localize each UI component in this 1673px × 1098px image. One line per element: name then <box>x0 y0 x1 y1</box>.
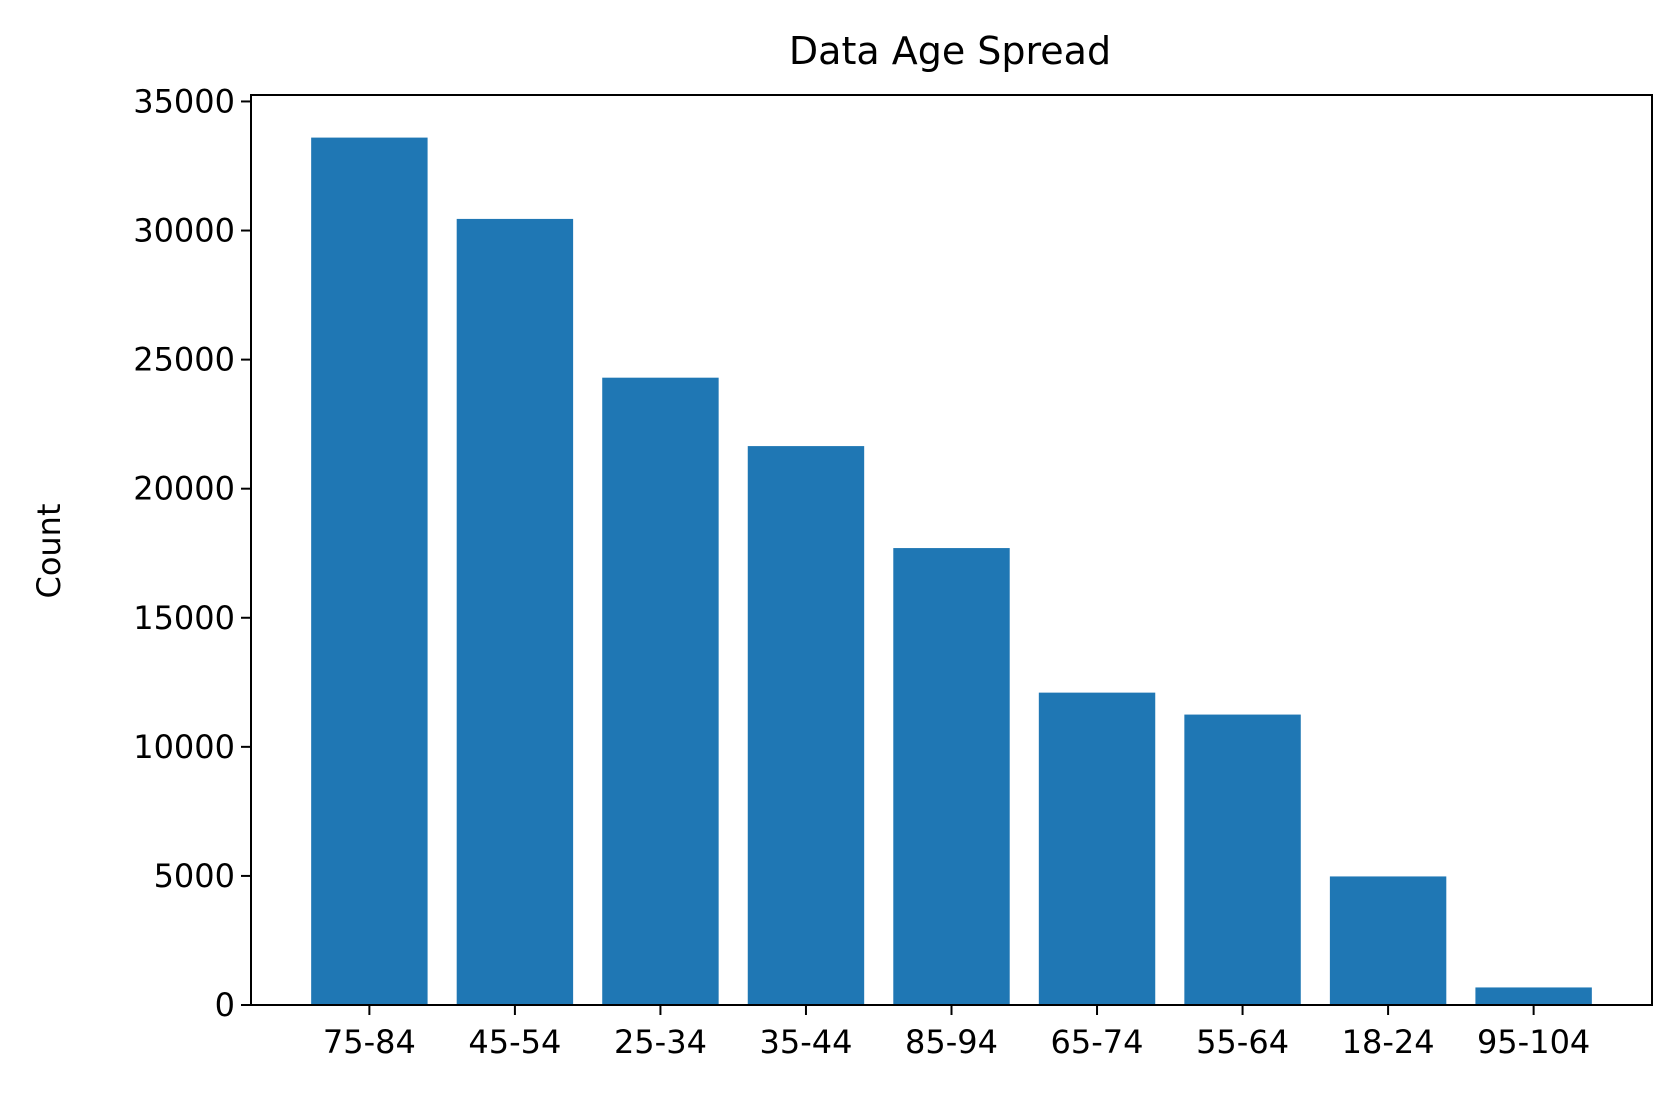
x-tick-label: 55-64 <box>1196 1023 1289 1061</box>
y-axis-label: Count <box>30 503 68 598</box>
y-tick-label: 0 <box>215 986 235 1024</box>
y-tick-label: 15000 <box>133 599 235 637</box>
bar-55-64 <box>1184 714 1301 1005</box>
y-axis-ticks: 0 5000 10000 15000 20000 25000 30000 35000 <box>133 82 251 1024</box>
x-tick-label: 75-84 <box>323 1023 416 1061</box>
bar-65-74 <box>1038 692 1156 1005</box>
bar-25-34 <box>602 377 719 1005</box>
x-tick-label: 95-104 <box>1477 1023 1590 1061</box>
x-tick-label: 45-54 <box>468 1023 561 1061</box>
y-tick-label: 35000 <box>133 82 235 120</box>
x-tick-label: 25-34 <box>614 1023 707 1061</box>
x-tick-label: 85-94 <box>905 1023 998 1061</box>
bar-95-104 <box>1475 987 1592 1005</box>
y-tick-label: 30000 <box>133 212 235 250</box>
y-tick-label: 5000 <box>154 857 235 895</box>
y-tick-label: 25000 <box>133 341 235 379</box>
plot-area-frame <box>250 94 1653 1006</box>
bars-group <box>311 137 1592 1006</box>
bar-18-24 <box>1329 876 1447 1005</box>
bar-45-54 <box>456 218 574 1005</box>
x-tick-label: 65-74 <box>1051 1023 1144 1061</box>
x-tick-label: 18-24 <box>1342 1023 1435 1061</box>
bar-85-94 <box>893 548 1010 1005</box>
x-axis-ticks: 75-84 45-54 25-34 35-44 85-94 65-74 55-64 18-24… <box>323 1005 1590 1061</box>
y-tick-label: 20000 <box>133 470 235 508</box>
chart-title: Data Age Spread <box>789 29 1111 73</box>
x-tick-label: 35-44 <box>759 1023 852 1061</box>
y-tick-label: 10000 <box>133 728 235 766</box>
bar-35-44 <box>747 446 865 1006</box>
bar-75-84 <box>311 137 428 1005</box>
